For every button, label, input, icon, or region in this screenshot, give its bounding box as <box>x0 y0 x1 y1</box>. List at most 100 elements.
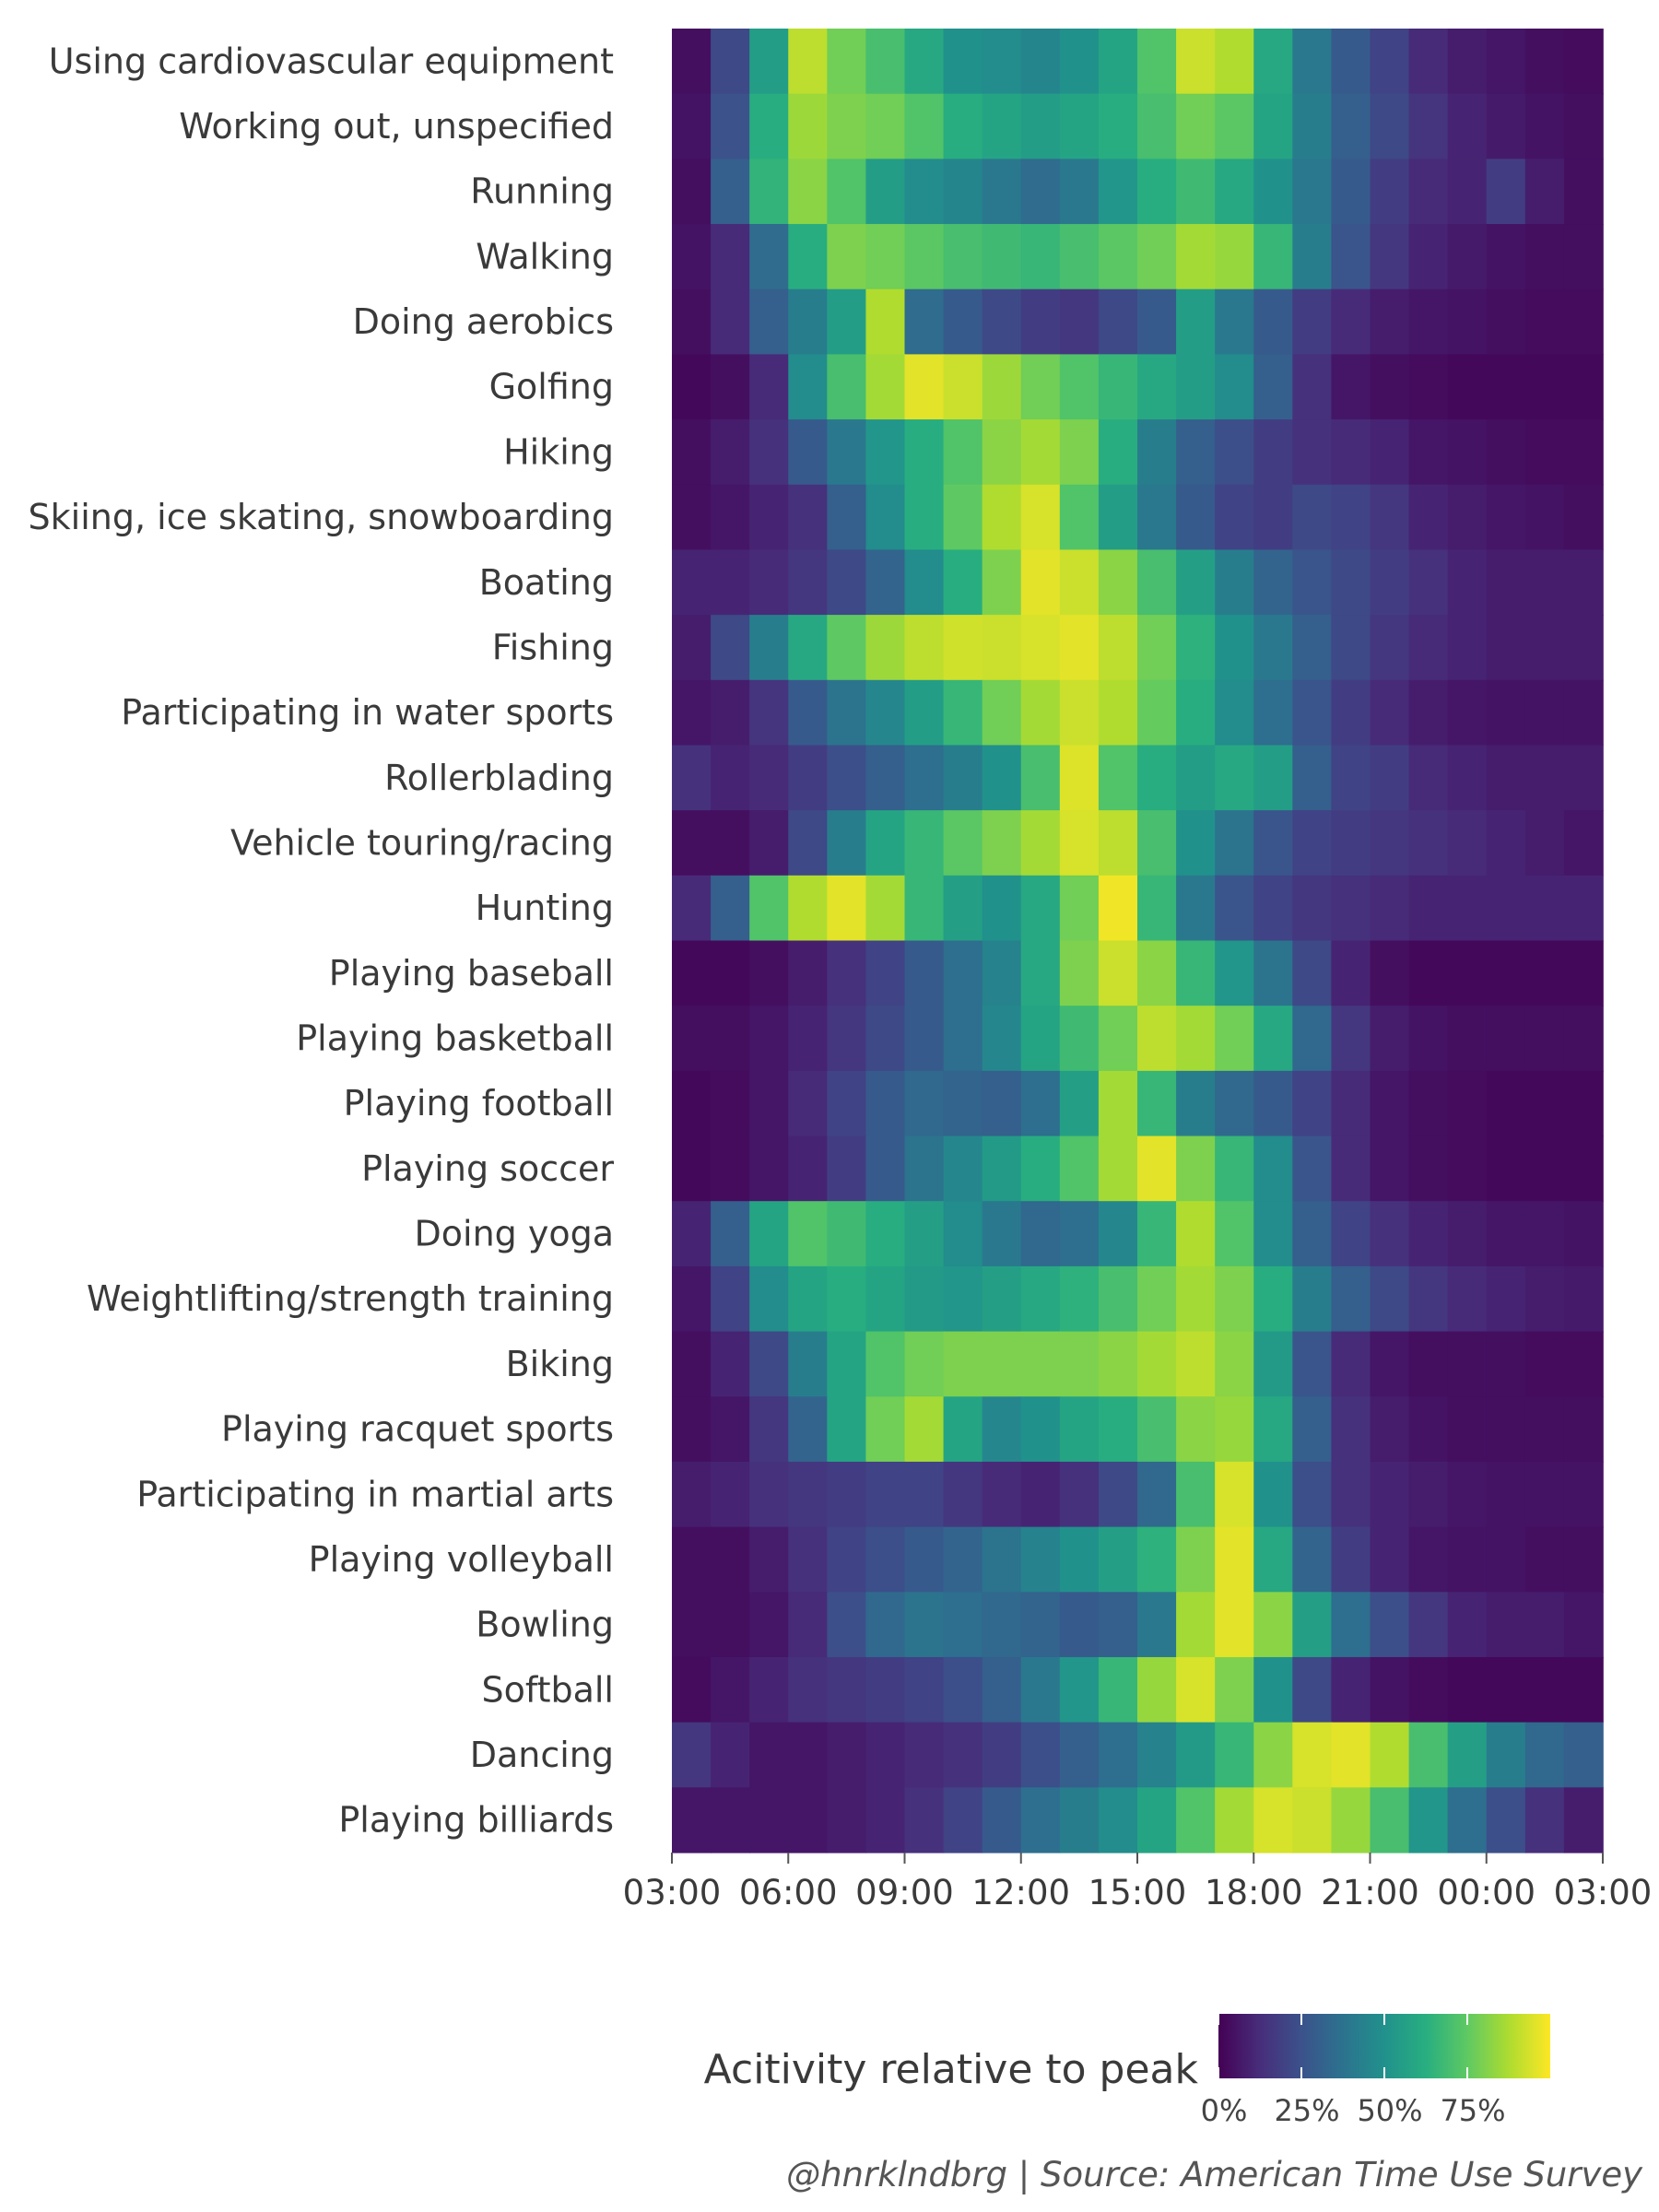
heatmap-cell <box>1524 159 1565 225</box>
heatmap-cell <box>865 224 906 290</box>
heatmap-cell <box>904 354 945 420</box>
heatmap-cell <box>1215 1006 1255 1072</box>
heatmap-cell <box>904 810 945 877</box>
x-tick-label: 18:00 <box>1205 1873 1303 1912</box>
heatmap-cell <box>1447 354 1488 420</box>
heatmap-row: Golfing <box>489 354 1604 420</box>
row-label: Hiking <box>503 431 614 472</box>
heatmap-cell <box>711 940 750 1006</box>
heatmap-cell <box>1176 679 1216 747</box>
heatmap-cell <box>827 940 867 1006</box>
heatmap-cell <box>827 1201 867 1267</box>
heatmap-cell <box>1447 875 1488 942</box>
heatmap-cell <box>982 615 1022 681</box>
heatmap-cell <box>749 288 790 355</box>
heatmap-cell <box>1331 1006 1371 1072</box>
heatmap-cell <box>1098 1006 1138 1072</box>
heatmap-cell <box>1176 1526 1216 1593</box>
heatmap-cell <box>1408 1526 1449 1593</box>
row-label: Playing racquet sports <box>221 1409 614 1450</box>
row-label: Participating in water sports <box>121 692 614 733</box>
heatmap-cell <box>1020 224 1061 290</box>
heatmap-cell <box>904 1265 945 1333</box>
heatmap-cell <box>1215 1592 1255 1658</box>
heatmap-cell <box>1098 224 1138 290</box>
heatmap-cell <box>1408 679 1449 747</box>
heatmap-cell <box>1098 875 1138 942</box>
heatmap-cell <box>1524 93 1565 159</box>
heatmap-cell <box>1176 1592 1216 1658</box>
heatmap-cell <box>711 615 750 681</box>
heatmap-row: Boating <box>479 549 1604 616</box>
heatmap-cell <box>788 1396 829 1463</box>
heatmap-cell <box>1176 1135 1216 1202</box>
heatmap-cell <box>1215 810 1255 877</box>
heatmap-cell <box>1331 1592 1371 1658</box>
heatmap-cell <box>749 615 790 681</box>
heatmap-cell <box>1486 745 1526 811</box>
heatmap-cell <box>1137 484 1177 551</box>
heatmap-cell <box>1292 29 1333 95</box>
heatmap-cell <box>1292 159 1333 225</box>
heatmap-cell <box>788 745 829 811</box>
heatmap-cell <box>1137 1656 1177 1724</box>
heatmap-cell <box>904 1201 945 1267</box>
heatmap-cell <box>1563 875 1604 942</box>
heatmap-cell <box>1020 419 1061 486</box>
heatmap-cell <box>1524 1656 1565 1724</box>
row-label: Playing football <box>344 1083 614 1124</box>
heatmap-cell <box>1408 93 1449 159</box>
heatmap-cell <box>711 810 750 877</box>
heatmap-cell <box>1331 940 1371 1006</box>
heatmap-cell <box>1137 1070 1177 1137</box>
heatmap-cell <box>1253 1135 1294 1202</box>
heatmap-cell <box>1447 484 1488 551</box>
heatmap-cell <box>672 1201 712 1267</box>
heatmap-cell <box>749 1787 790 1853</box>
heatmap-cell <box>1370 1331 1410 1397</box>
heatmap-cell <box>1292 810 1333 877</box>
heatmap-cell <box>1137 1135 1177 1202</box>
heatmap-cell <box>865 159 906 225</box>
row-label: Playing basketball <box>296 1018 614 1059</box>
heatmap-cell <box>1370 1722 1410 1788</box>
heatmap-cell <box>1408 288 1449 355</box>
heatmap-cell <box>1020 745 1061 811</box>
heatmap-cell <box>1020 1526 1061 1593</box>
heatmap-cell <box>672 1396 712 1463</box>
heatmap-cell <box>865 549 906 616</box>
heatmap-cell <box>749 224 790 290</box>
heatmap-cell <box>1292 615 1333 681</box>
heatmap-cell <box>865 1592 906 1658</box>
heatmap-cell <box>672 615 712 681</box>
heatmap-cell <box>1176 224 1216 290</box>
heatmap-cell <box>672 1592 712 1658</box>
heatmap-cell <box>1098 288 1138 355</box>
heatmap-cell <box>1020 1331 1061 1397</box>
heatmap-cell <box>1292 1265 1333 1333</box>
heatmap-cell <box>672 354 712 420</box>
row-label: Walking <box>476 236 614 276</box>
heatmap-cell <box>1098 745 1138 811</box>
heatmap-cell <box>827 1461 867 1528</box>
heatmap-cell <box>1331 224 1371 290</box>
heatmap-cell <box>711 1461 750 1528</box>
heatmap-cell <box>1253 1070 1294 1137</box>
heatmap-cell <box>1292 354 1333 420</box>
heatmap-cell <box>1524 940 1565 1006</box>
heatmap-cell <box>1524 1592 1565 1658</box>
heatmap-cell <box>1524 679 1565 747</box>
heatmap-cell <box>1253 484 1294 551</box>
heatmap-cell <box>1215 1201 1255 1267</box>
heatmap-cell <box>1563 1006 1604 1072</box>
heatmap-cell <box>1486 224 1526 290</box>
row-label: Softball <box>481 1669 614 1710</box>
heatmap-cell <box>749 1656 790 1724</box>
row-label: Playing billiards <box>338 1800 614 1841</box>
heatmap-row: Hunting <box>476 875 1604 942</box>
heatmap-cell <box>711 1656 750 1724</box>
heatmap-cell <box>1137 1592 1177 1658</box>
heatmap-cell <box>1331 159 1371 225</box>
heatmap-cell <box>1408 1592 1449 1658</box>
heatmap-cell <box>1059 1396 1100 1463</box>
